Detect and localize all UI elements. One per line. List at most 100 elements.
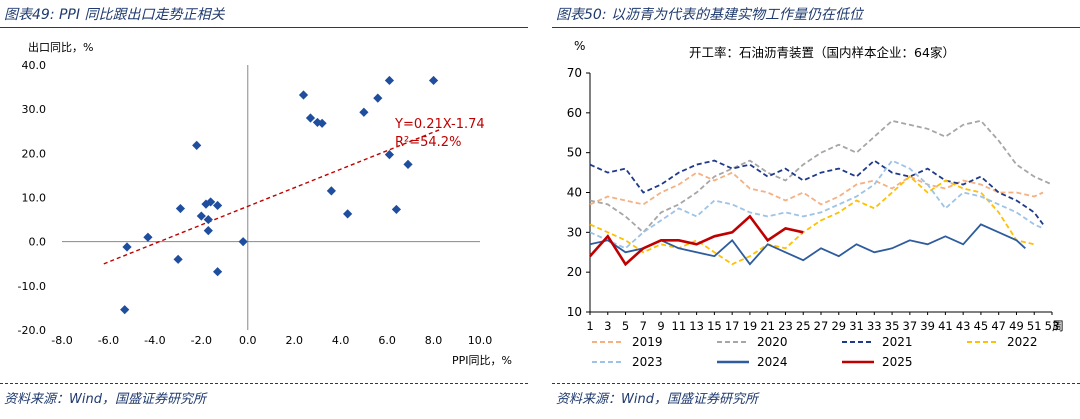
x-tick-label: 10.0 (468, 334, 493, 347)
scatter-point (373, 93, 383, 103)
series-line-2025 (589, 214, 804, 267)
x-tick-label: 15 (707, 319, 722, 333)
y-tick-label: 10.0 (22, 192, 47, 205)
scatter-point (359, 107, 369, 117)
right-source: 资料来源：Wind，国盛证券研究所 (556, 392, 758, 407)
x-axis-unit: 周 (1052, 319, 1064, 333)
legend-label-2020: 2020 (757, 335, 788, 349)
right-bottom-rule (552, 383, 1080, 384)
x-tick-label: 45 (974, 319, 989, 333)
scatter-point (403, 159, 413, 169)
y-axis-title: 出口同比，% (28, 40, 93, 54)
scatter-point (317, 118, 327, 128)
series-line-2024 (589, 223, 1026, 266)
x-tick-label: 13 (689, 319, 704, 333)
legend-label-2021: 2021 (882, 335, 913, 349)
right-panel-title: 图表50: 以沥青为代表的基建实物工作量仍在低位 (556, 7, 863, 23)
x-tick-label: 37 (903, 319, 918, 333)
x-tick-label: 4.0 (332, 334, 350, 347)
x-tick-label: -4.0 (144, 334, 165, 347)
x-tick-label: 19 (743, 319, 758, 333)
legend-label-2019: 2019 (632, 335, 663, 349)
scatter-point (298, 90, 309, 100)
series-line-2022 (589, 175, 1035, 266)
x-tick-label: 23 (778, 319, 793, 333)
x-tick-label: -8.0 (51, 334, 72, 347)
x-tick-label: 1 (586, 319, 593, 333)
y-axis-unit: % (574, 39, 585, 53)
x-tick-label: 17 (725, 319, 740, 333)
series-line-2023 (589, 159, 1044, 250)
scatter-point (196, 211, 206, 221)
chart-title: 开工率：石油沥青装置（国内样本企业：64家） (689, 45, 955, 60)
scatter-point (175, 203, 186, 214)
scatter-point (192, 140, 202, 150)
y-tick-label: 40 (567, 186, 582, 200)
x-tick-label: 39 (920, 319, 935, 333)
x-axis-title: PPI同比，% (452, 354, 512, 367)
x-tick-label: 49 (1009, 319, 1024, 333)
x-tick-label: 33 (867, 319, 882, 333)
left-title-rule (0, 27, 528, 28)
x-tick-label: 25 (796, 319, 811, 333)
x-tick-label: 31 (849, 319, 864, 333)
scatter-point (120, 305, 130, 315)
legend-label-2022: 2022 (1007, 335, 1038, 349)
x-tick-label: 6.0 (378, 334, 396, 347)
y-tick-label: 10 (567, 305, 582, 319)
left-bottom-rule (0, 383, 528, 384)
y-tick-label: 40.0 (22, 59, 47, 72)
y-tick-label: 30.0 (22, 103, 47, 116)
scatter-point (238, 237, 248, 247)
x-tick-label: 5 (622, 319, 629, 333)
y-tick-label: 30 (567, 225, 582, 239)
scatter-point (391, 204, 401, 215)
x-tick-label: 11 (672, 319, 687, 333)
x-tick-label: 53 (1045, 319, 1060, 333)
x-tick-label: 3 (604, 319, 611, 333)
x-tick-label: 27 (814, 319, 829, 333)
y-tick-label: 20 (567, 265, 582, 279)
y-tick-label: 20.0 (22, 147, 47, 160)
y-tick-label: 60 (567, 106, 582, 120)
scatter-point (326, 186, 336, 196)
series-line-2020 (589, 119, 1053, 234)
legend-label-2025: 2025 (882, 355, 913, 369)
x-tick-label: 0.0 (239, 334, 257, 347)
scatter-point (212, 200, 223, 211)
y-tick-label: -10.0 (18, 280, 46, 293)
scatter-point (206, 197, 216, 207)
y-tick-label: 70 (567, 66, 582, 80)
left-source: 资料来源：Wind，国盛证券研究所 (4, 392, 206, 407)
scatter-point (122, 242, 132, 252)
left-panel-title: 图表49: PPI 同比跟出口走势正相关 (4, 7, 225, 23)
scatter-point (428, 75, 439, 86)
x-tick-label: 51 (1027, 319, 1042, 333)
legend-label-2023: 2023 (632, 355, 663, 369)
x-tick-label: -2.0 (191, 334, 212, 347)
scatter-point (173, 254, 183, 264)
scatter-point (343, 209, 353, 219)
x-tick-label: 7 (640, 319, 647, 333)
y-tick-label: 50 (567, 146, 582, 160)
y-tick-label: 0.0 (29, 236, 47, 249)
scatter-point (384, 75, 395, 86)
x-tick-label: 21 (760, 319, 775, 333)
right-title-rule (552, 27, 1080, 28)
trendline-r2: R²=54.2% (395, 135, 461, 150)
trendline-equation: Y=0.21X-1.74 (394, 117, 485, 132)
scatter-point (203, 214, 213, 225)
trendline (103, 128, 441, 265)
series-line-2021 (589, 159, 1044, 225)
y-tick-label: -20.0 (18, 324, 46, 337)
x-tick-label: -6.0 (98, 334, 119, 347)
scatter-point (212, 267, 223, 277)
scatter-point (143, 232, 153, 242)
scatter-point (203, 226, 213, 236)
x-tick-label: 2.0 (285, 334, 303, 347)
legend-label-2024: 2024 (757, 355, 788, 369)
scatter-point (305, 113, 316, 123)
x-tick-label: 41 (938, 319, 953, 333)
x-tick-label: 29 (831, 319, 846, 333)
